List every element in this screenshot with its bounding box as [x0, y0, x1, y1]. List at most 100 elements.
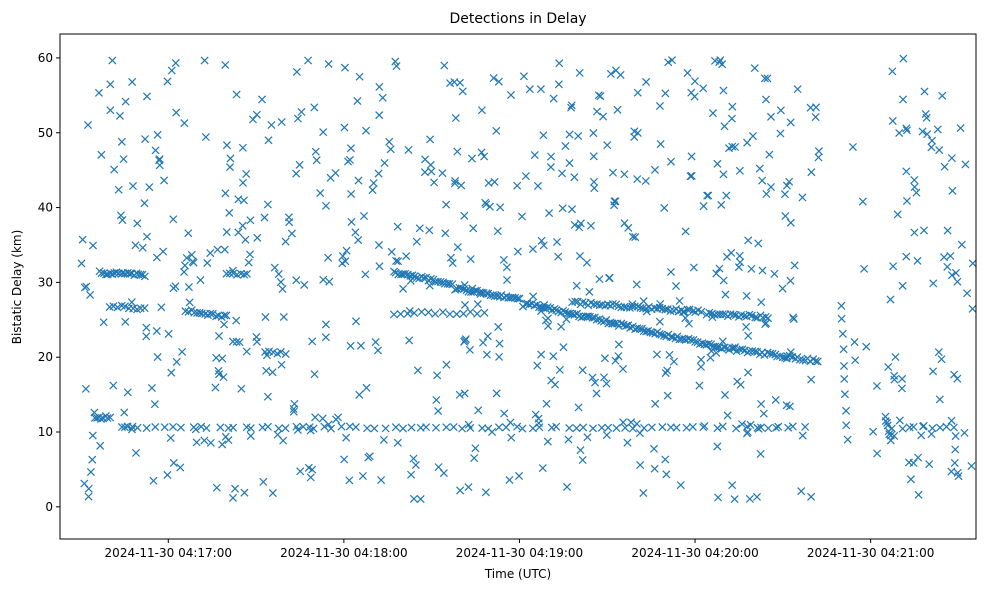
- data-point: [274, 270, 283, 279]
- data-point: [197, 422, 206, 431]
- y-tick-label: 60: [38, 51, 53, 65]
- data-point: [483, 332, 492, 341]
- data-point: [761, 312, 770, 321]
- data-point: [720, 390, 730, 399]
- data-point: [469, 224, 478, 233]
- data-point: [537, 236, 546, 245]
- data-point: [789, 313, 798, 322]
- data-point: [445, 310, 454, 319]
- data-point: [452, 310, 461, 319]
- data-point: [651, 399, 660, 408]
- data-point: [326, 173, 335, 182]
- data-point: [534, 414, 543, 423]
- data-point: [456, 486, 465, 495]
- data-point: [128, 77, 137, 86]
- data-point: [904, 458, 914, 467]
- data-point: [270, 263, 279, 272]
- data-point: [300, 280, 309, 289]
- data-point: [409, 494, 418, 503]
- data-point: [529, 292, 538, 301]
- data-point: [353, 96, 362, 106]
- data-point: [686, 172, 695, 181]
- data-point: [543, 314, 552, 323]
- data-point: [713, 159, 722, 168]
- data-point: [434, 406, 443, 416]
- data-point: [341, 257, 350, 266]
- data-point: [543, 437, 552, 446]
- data-point: [730, 495, 739, 504]
- data-point: [738, 345, 747, 354]
- data-point: [633, 175, 642, 184]
- data-point: [742, 291, 751, 300]
- data-point: [840, 374, 849, 384]
- data-point: [404, 145, 413, 154]
- data-point: [246, 216, 255, 225]
- data-point: [635, 324, 644, 333]
- data-point: [258, 95, 267, 104]
- data-point: [888, 116, 897, 125]
- data-point: [557, 322, 566, 331]
- data-point: [957, 240, 966, 249]
- data-point: [745, 494, 754, 503]
- data-point: [467, 154, 476, 163]
- data-point: [489, 74, 498, 83]
- data-point: [688, 422, 697, 431]
- data-point: [338, 252, 347, 261]
- x-tick-label: 2024-11-30 04:18:00: [280, 546, 407, 560]
- plot-frame: [59, 33, 977, 540]
- data-point: [704, 339, 713, 348]
- data-point: [141, 135, 150, 144]
- data-point: [426, 160, 435, 169]
- data-point: [899, 54, 908, 63]
- data-point: [687, 152, 696, 161]
- data-point: [221, 60, 230, 69]
- data-point: [299, 422, 308, 431]
- data-point: [451, 285, 460, 294]
- data-point: [495, 352, 504, 361]
- data-point: [898, 281, 907, 290]
- data-point: [902, 252, 911, 261]
- data-point: [106, 413, 115, 422]
- data-point: [278, 284, 287, 294]
- data-point: [667, 56, 677, 65]
- data-point: [458, 424, 467, 433]
- data-point: [499, 255, 508, 264]
- data-point: [570, 310, 579, 319]
- data-point: [200, 436, 209, 445]
- data-point: [296, 467, 305, 476]
- data-point: [202, 424, 211, 433]
- data-point: [426, 274, 435, 283]
- data-point: [96, 414, 105, 423]
- data-point: [391, 423, 400, 432]
- data-point: [169, 284, 178, 293]
- data-point: [347, 217, 356, 226]
- data-point: [473, 300, 482, 309]
- data-point: [131, 241, 140, 250]
- data-point: [268, 489, 277, 498]
- data-point: [225, 163, 235, 172]
- data-point: [750, 64, 759, 73]
- data-point: [425, 281, 434, 290]
- data-point: [699, 84, 708, 93]
- data-point: [843, 435, 852, 444]
- data-point: [638, 304, 648, 313]
- data-point: [542, 399, 551, 408]
- data-point: [176, 423, 185, 432]
- data-point: [841, 406, 851, 415]
- data-point: [756, 423, 765, 432]
- data-point: [151, 146, 160, 155]
- data-point: [453, 147, 462, 156]
- data-point: [727, 248, 736, 257]
- data-point: [117, 137, 126, 146]
- data-point: [480, 152, 489, 161]
- data-point: [902, 196, 911, 206]
- data-point: [728, 344, 737, 353]
- data-point: [466, 307, 475, 317]
- data-point: [525, 85, 534, 94]
- data-point: [403, 309, 412, 318]
- data-point: [180, 261, 189, 270]
- data-point: [274, 424, 283, 433]
- data-point: [928, 424, 937, 433]
- data-point: [625, 303, 634, 312]
